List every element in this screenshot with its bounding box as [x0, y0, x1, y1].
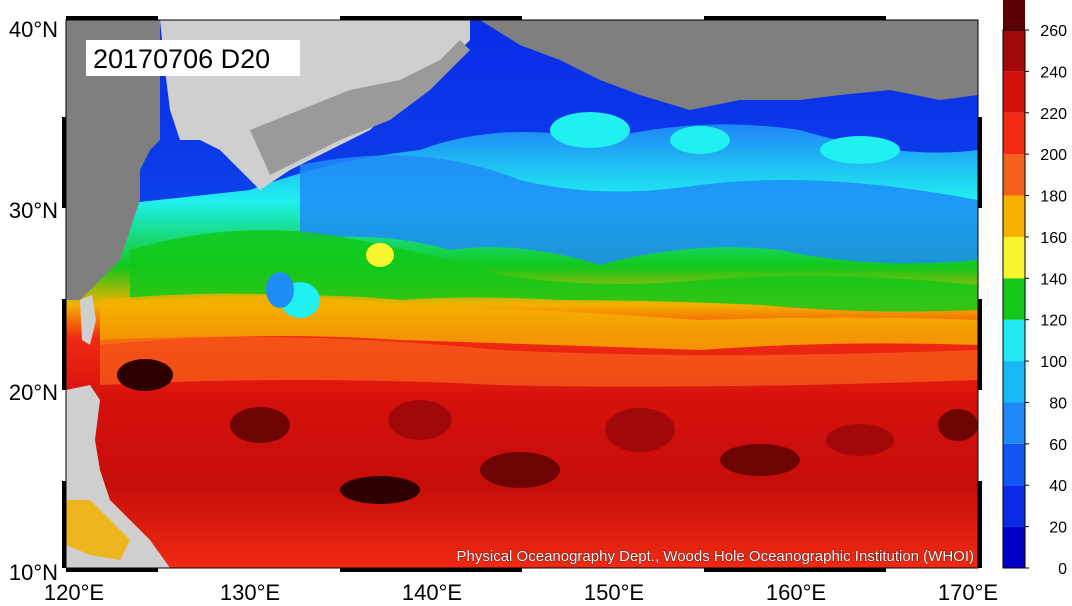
north-gray-sea	[480, 20, 978, 110]
longitude-labels: 120°E 130°E 140°E 150°E 160°E 170°E	[44, 580, 998, 605]
colorbar-tick-label: 0	[1058, 561, 1067, 578]
colorbar-swatch	[1003, 154, 1025, 196]
colorbar-swatch	[1003, 485, 1025, 527]
colorbar-tick-label: 260	[1040, 23, 1067, 40]
colorbar-swatch	[1003, 0, 1025, 31]
map-panel: 20170706 D20 Physical Oceanography Dept.…	[66, 20, 978, 568]
philippines-shelf	[66, 500, 130, 560]
lon-label-160e: 160°E	[766, 580, 826, 605]
colorbar-frame	[1002, 29, 1026, 569]
lon-label-120e: 120°E	[44, 580, 104, 605]
colorbar-swatch	[1003, 319, 1025, 362]
colorbar-tick-label: 60	[1049, 437, 1067, 454]
colorbar-swatch	[1003, 361, 1025, 403]
colorbar-ticks: 0 20 40 60 80 100 120 140 160 180 200 220 240 260	[1025, 23, 1067, 578]
japan-islands	[250, 40, 470, 175]
colorbar-tick-label: 100	[1040, 354, 1067, 371]
colorbar-swatches	[1003, 0, 1025, 568]
lat-label-10n: 10°N	[9, 560, 58, 585]
colorbar-swatch	[1003, 236, 1025, 279]
date-label: 20170706 D20	[86, 40, 300, 76]
lat-label-30n: 30°N	[9, 198, 58, 223]
colorbar-swatch	[1003, 526, 1025, 568]
colorbar-swatch	[1003, 30, 1025, 72]
colorbar-swatch	[1003, 195, 1025, 237]
map-border-ticks	[62, 16, 982, 572]
colorbar-tick-label: 120	[1040, 313, 1067, 330]
lat-label-20n: 20°N	[9, 380, 58, 405]
colorbar-swatch	[1003, 278, 1025, 320]
lon-label-170e: 170°E	[938, 580, 998, 605]
colorbar-swatch	[1003, 112, 1025, 155]
colorbar-tick-label: 160	[1040, 230, 1067, 247]
colorbar-tick-label: 40	[1049, 478, 1067, 495]
colorbar-tick-label: 180	[1040, 189, 1067, 206]
taiwan	[80, 295, 96, 345]
map-title: 20170706 D20	[93, 44, 270, 74]
colorbar-tick-label: 200	[1040, 147, 1067, 164]
colorbar-swatch	[1003, 402, 1025, 444]
lat-label-40n: 40°N	[9, 17, 58, 42]
colorbar-tick-label: 140	[1040, 271, 1067, 288]
credit-text: Physical Oceanography Dept., Woods Hole …	[457, 548, 974, 565]
lon-label-140e: 140°E	[402, 580, 462, 605]
colorbar-tick-label: 20	[1049, 520, 1067, 537]
lon-label-150e: 150°E	[584, 580, 644, 605]
colorbar-tick-label: 240	[1040, 64, 1067, 81]
lon-label-130e: 130°E	[220, 580, 280, 605]
colorbar-swatch	[1003, 71, 1025, 113]
colorbar-tick-label: 220	[1040, 106, 1067, 123]
colorbar-tick-label: 80	[1049, 395, 1067, 412]
asia-mainland	[66, 20, 160, 300]
colorbar-swatch	[1003, 443, 1025, 486]
latitude-labels: 40°N 30°N 20°N 10°N	[9, 17, 58, 585]
